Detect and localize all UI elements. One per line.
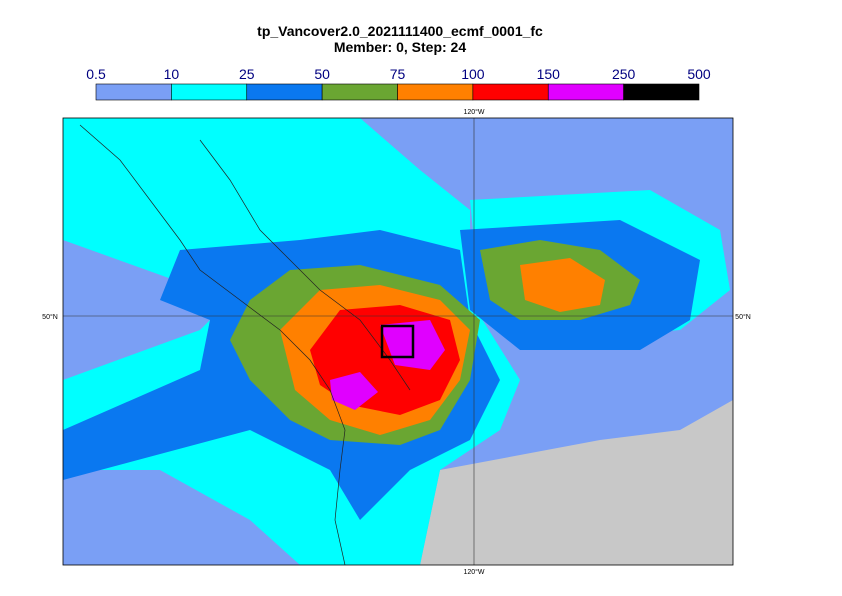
colorbar-tick-label: 150 xyxy=(537,66,561,82)
lat-label: 50°N xyxy=(42,313,58,321)
lon-label: 120°W xyxy=(463,108,484,116)
lat-label: 50°N xyxy=(735,313,751,321)
colorbar-swatch xyxy=(397,83,474,101)
colorbar-swatch xyxy=(321,83,398,101)
field-magenta xyxy=(330,372,378,410)
coastline xyxy=(79,124,411,565)
map-frame xyxy=(62,117,734,566)
colorbar-tick-label: 75 xyxy=(390,66,406,82)
colorbar-swatch xyxy=(472,83,549,101)
colorbar-tick-label: 500 xyxy=(687,66,711,82)
precip-field xyxy=(63,118,733,565)
colorbar-tick-label: 250 xyxy=(612,66,636,82)
lon-label: 120°W xyxy=(463,568,484,576)
colorbar-tick-label: 100 xyxy=(461,66,485,82)
colorbar-swatch xyxy=(547,83,624,101)
colorbar-swatch xyxy=(623,83,700,101)
colorbar-tick-label: 10 xyxy=(164,66,180,82)
domain-box xyxy=(380,324,415,359)
title: tp_Vancover2.0_2021111400_ecmf_0001_fc xyxy=(257,23,543,39)
colorbar-swatch xyxy=(95,83,172,101)
colorbar-swatch xyxy=(171,83,248,101)
colorbar: 0.5 10 25 50 75 100 150 250 500 xyxy=(86,66,711,101)
colorbar-tick-label: 50 xyxy=(314,66,330,82)
colorbar-tick-label: 25 xyxy=(239,66,255,82)
colorbar-swatch xyxy=(246,83,323,101)
land-area xyxy=(420,400,733,565)
subtitle: Member: 0, Step: 24 xyxy=(334,39,466,55)
field-orange xyxy=(520,258,605,312)
colorbar-tick-label: 0.5 xyxy=(86,66,106,82)
